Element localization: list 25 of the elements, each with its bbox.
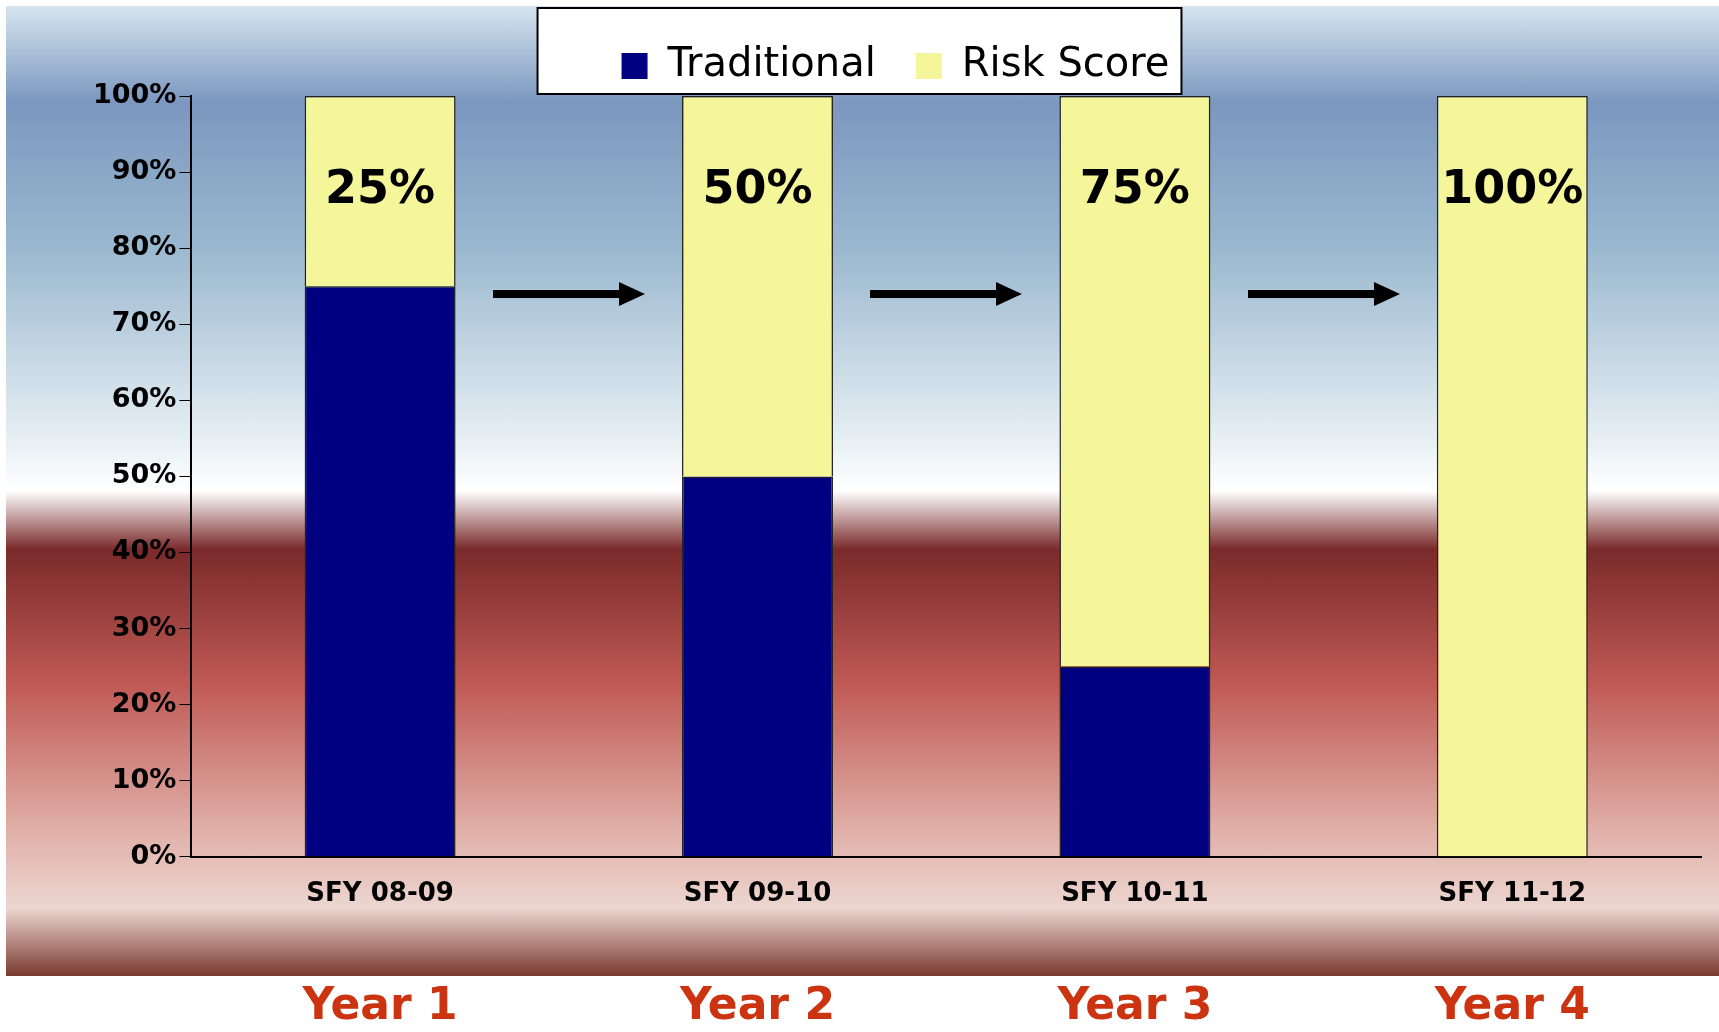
y-tick-label: 50%: [111, 458, 177, 490]
data-label: 75%: [1079, 159, 1190, 214]
x-tick-label: SFY 08-09: [306, 877, 454, 908]
x-tick-label: SFY 11-12: [1438, 877, 1587, 908]
y-tick-label: 30%: [111, 610, 177, 642]
text: Year 2: [679, 978, 836, 1030]
x-tick-label: SFY 09-10: [683, 877, 832, 908]
data-label: 100%: [1441, 159, 1584, 214]
data-label: 50%: [702, 159, 813, 214]
y-tick-label: 100%: [92, 78, 177, 110]
text: Year 1: [301, 978, 458, 1030]
y-tick-label: 10%: [111, 762, 177, 794]
y-tick-label: 80%: [111, 230, 177, 262]
x-tick-label: SFY 10-11: [1061, 877, 1209, 908]
y-tick-label: 60%: [111, 382, 177, 414]
text: Year 3: [1056, 978, 1213, 1030]
y-tick-label: 40%: [111, 534, 177, 566]
y-tick-label: 20%: [111, 686, 177, 718]
y-tick-label: 70%: [111, 306, 177, 338]
legend-label: Traditional: [666, 39, 876, 86]
legend-label: Risk Score: [961, 39, 1170, 86]
y-tick-label: 90%: [111, 154, 177, 186]
text: Year 4: [1433, 978, 1590, 1030]
y-tick-label: 0%: [130, 838, 177, 870]
data-label: 25%: [325, 159, 436, 214]
